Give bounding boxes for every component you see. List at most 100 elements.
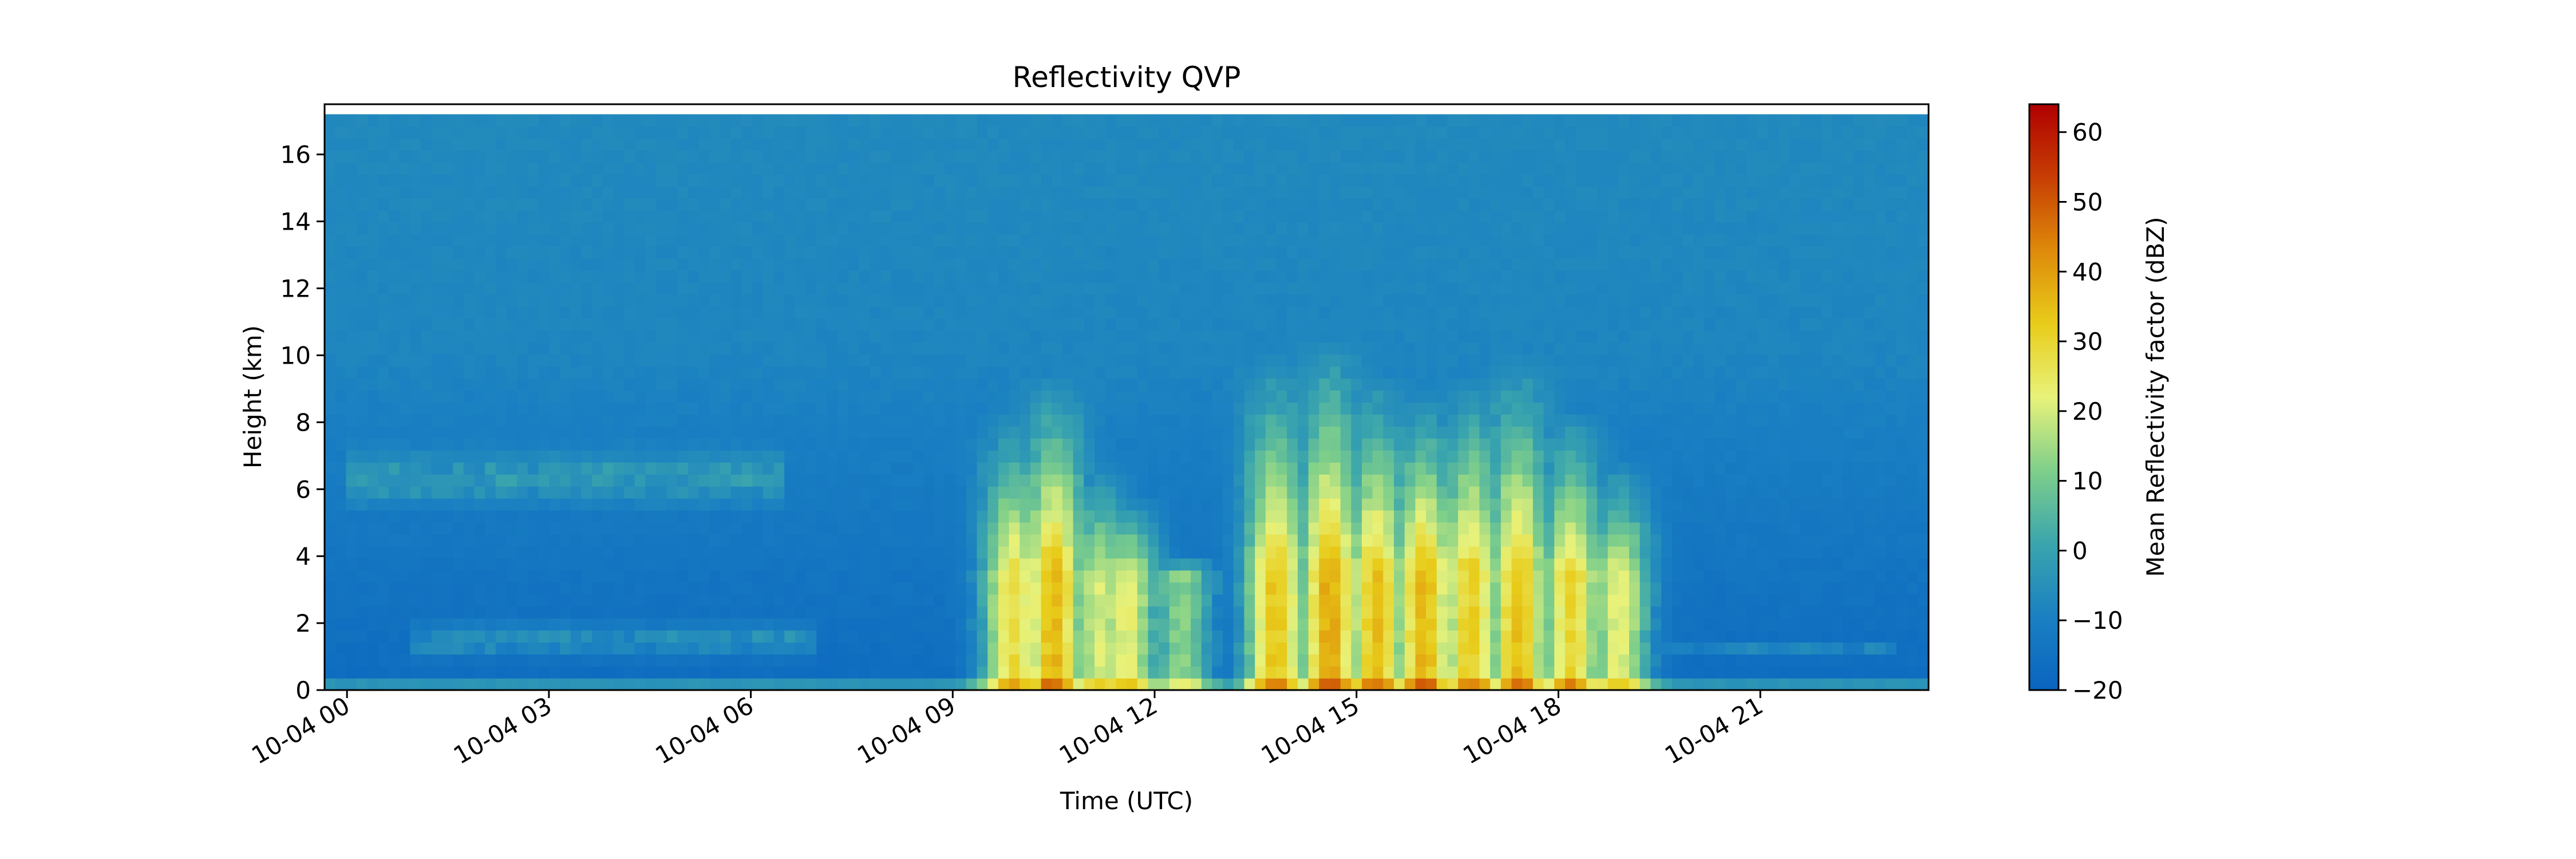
- heatmap-cell: [1127, 138, 1138, 151]
- heatmap-cell: [880, 618, 892, 631]
- heatmap-cell: [581, 438, 592, 451]
- heatmap-cell: [1319, 510, 1330, 523]
- heatmap-cell: [698, 378, 710, 391]
- heatmap-cell: [1255, 510, 1266, 523]
- heatmap-cell: [538, 390, 550, 403]
- heatmap-cell: [1415, 618, 1427, 631]
- heatmap-cell: [784, 186, 796, 199]
- heatmap-cell: [527, 258, 539, 271]
- heatmap-cell: [1223, 222, 1234, 235]
- heatmap-cell: [1372, 318, 1384, 331]
- heatmap-cell: [688, 414, 700, 427]
- heatmap-cell: [549, 510, 560, 523]
- heatmap-cell: [453, 678, 464, 691]
- heatmap-cell: [560, 210, 571, 223]
- heatmap-cell: [795, 162, 807, 175]
- heatmap-cell: [773, 414, 785, 427]
- heatmap-cell: [602, 222, 614, 235]
- heatmap-cell: [357, 402, 368, 415]
- heatmap-cell: [1159, 342, 1170, 355]
- heatmap-cell: [837, 378, 850, 391]
- heatmap-cell: [1372, 486, 1384, 499]
- heatmap-cell: [1351, 246, 1362, 259]
- heatmap-cell: [977, 162, 988, 175]
- heatmap-cell: [923, 474, 935, 487]
- heatmap-cell: [902, 522, 914, 535]
- heatmap-cell: [859, 150, 871, 163]
- heatmap-cell: [656, 618, 667, 631]
- heatmap-cell: [934, 270, 946, 283]
- heatmap-cell: [410, 390, 421, 403]
- heatmap-cell: [891, 282, 903, 295]
- heatmap-cell: [474, 150, 485, 163]
- heatmap-cell: [666, 546, 678, 559]
- heatmap-cell: [346, 642, 357, 655]
- heatmap-cell: [923, 558, 935, 571]
- heatmap-cell: [784, 654, 796, 667]
- heatmap-cell: [880, 666, 892, 679]
- heatmap-cell: [1009, 306, 1020, 319]
- heatmap-cell: [720, 258, 732, 271]
- heatmap-cell: [624, 570, 635, 583]
- heatmap-cell: [1169, 666, 1181, 679]
- heatmap-cell: [1148, 630, 1159, 643]
- heatmap-cell: [549, 198, 560, 211]
- heatmap-cell: [463, 210, 475, 223]
- heatmap-cell: [357, 258, 368, 271]
- heatmap-cell: [549, 114, 560, 127]
- heatmap-cell: [966, 210, 978, 223]
- heatmap-cell: [506, 618, 518, 631]
- heatmap-cell: [485, 294, 496, 307]
- heatmap-cell: [1319, 222, 1330, 235]
- heatmap-cell: [730, 426, 742, 439]
- heatmap-cell: [1308, 378, 1320, 391]
- heatmap-cell: [795, 402, 807, 415]
- heatmap-cell: [784, 522, 796, 535]
- heatmap-cell: [1329, 582, 1341, 595]
- heatmap-cell: [720, 438, 732, 451]
- heatmap-cell: [1095, 186, 1106, 199]
- heatmap-cell: [827, 378, 839, 391]
- heatmap-cell: [987, 186, 999, 199]
- heatmap-cell: [506, 642, 518, 655]
- heatmap-cell: [357, 234, 368, 247]
- heatmap-cell: [378, 390, 389, 403]
- heatmap-cell: [677, 546, 689, 559]
- heatmap-cell: [634, 198, 646, 211]
- heatmap-cell: [1212, 162, 1223, 175]
- heatmap-cell: [987, 366, 999, 379]
- heatmap-cell: [1116, 174, 1127, 187]
- heatmap-cell: [1105, 534, 1117, 547]
- heatmap-cell: [1265, 438, 1277, 451]
- heatmap-cell: [1362, 138, 1373, 151]
- heatmap-cell: [560, 594, 571, 607]
- heatmap-cell: [1041, 174, 1053, 187]
- heatmap-cell: [1191, 654, 1202, 667]
- heatmap-cell: [645, 306, 657, 319]
- heatmap-cell: [677, 522, 689, 535]
- heatmap-cell: [645, 318, 657, 331]
- heatmap-cell: [517, 510, 528, 523]
- heatmap-cell: [870, 162, 882, 175]
- heatmap-cell: [998, 150, 1010, 163]
- heatmap-cell: [827, 138, 839, 151]
- heatmap-cell: [367, 342, 379, 355]
- heatmap-cell: [1308, 210, 1320, 223]
- heatmap-cell: [709, 258, 721, 271]
- heatmap-cell: [1030, 162, 1042, 175]
- heatmap-cell: [613, 498, 625, 511]
- heatmap-cell: [495, 222, 507, 235]
- heatmap-cell: [1329, 222, 1341, 235]
- heatmap-cell: [816, 582, 828, 595]
- heatmap-cell: [1319, 546, 1330, 559]
- heatmap-cell: [880, 678, 892, 691]
- heatmap-cell: [1287, 114, 1298, 127]
- heatmap-cell: [1201, 426, 1213, 439]
- heatmap-cell: [795, 606, 807, 619]
- heatmap-cell: [421, 534, 432, 547]
- heatmap-cell: [837, 582, 850, 595]
- heatmap-cell: [1212, 378, 1223, 391]
- heatmap-cell: [1127, 438, 1138, 451]
- heatmap-cell: [848, 594, 860, 607]
- heatmap-cell: [335, 570, 347, 583]
